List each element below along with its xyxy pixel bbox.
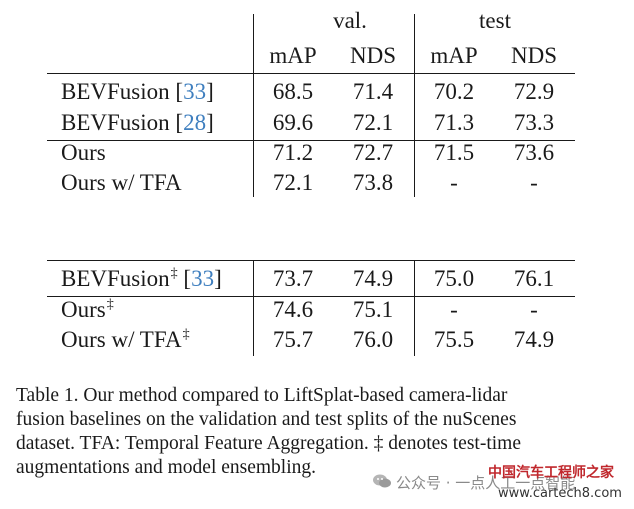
table2-vrule-1: [253, 260, 254, 356]
value-cell: 68.5: [272, 79, 314, 104]
value-cell: -: [450, 297, 458, 322]
method-name: Ours w/ TFA‡: [61, 327, 190, 352]
col-header-val-map: mAP: [269, 43, 317, 68]
col-header-test-map: mAP: [430, 43, 478, 68]
value-cell: 75.7: [272, 327, 314, 352]
value-cell: 74.9: [513, 327, 555, 352]
test-group-header: test: [479, 8, 511, 33]
value-cell: 74.6: [272, 297, 314, 322]
value-cell: 76.1: [513, 266, 555, 291]
value-cell: 72.9: [513, 79, 555, 104]
value-cell: 72.1: [352, 110, 394, 135]
val-group-header: val.: [333, 8, 367, 33]
value-cell: 73.3: [513, 110, 555, 135]
method-name: Ours‡: [61, 297, 114, 322]
value-cell: 74.9: [352, 266, 394, 291]
value-cell: 75.0: [433, 266, 475, 291]
table1-mid-rule: [47, 140, 575, 141]
value-cell: 73.8: [352, 170, 394, 195]
wechat-account-watermark: 公众号 · 一点人工一点智能: [396, 474, 576, 492]
table1-vrule-1: [253, 14, 254, 197]
value-cell: -: [530, 170, 538, 195]
url-watermark: www.cartech8.com: [498, 486, 622, 501]
value-cell: 75.5: [433, 327, 475, 352]
value-cell: 75.1: [352, 297, 394, 322]
method-name: BEVFusion [33]: [61, 79, 214, 104]
table2-top-rule: [47, 260, 575, 261]
method-name: Ours w/ TFA: [61, 170, 182, 195]
caption-line: Table 1. Our method compared to LiftSpla…: [16, 385, 508, 406]
value-cell: 76.0: [352, 327, 394, 352]
value-cell: 70.2: [433, 79, 475, 104]
caption-line: dataset. TFA: Temporal Feature Aggregati…: [16, 433, 521, 454]
value-cell: 72.7: [352, 140, 394, 165]
table2-mid-rule: [47, 296, 575, 297]
value-cell: 71.2: [272, 140, 314, 165]
caption-line: fusion baselines on the validation and t…: [16, 409, 517, 430]
value-cell: 73.7: [272, 266, 314, 291]
table1-vrule-2: [414, 14, 415, 197]
wechat-icon: [372, 473, 392, 489]
table1-top-rule: [47, 73, 575, 74]
brand-watermark: 中国汽车工程师之家: [488, 465, 614, 481]
value-cell: 69.6: [272, 110, 314, 135]
col-header-test-nds: NDS: [510, 43, 557, 68]
method-name: BEVFusion‡ [33]: [61, 266, 222, 291]
value-cell: 73.6: [513, 140, 555, 165]
value-cell: 72.1: [272, 170, 314, 195]
table2-vrule-2: [414, 260, 415, 356]
value-cell: 71.4: [352, 79, 394, 104]
method-name: Ours: [61, 140, 106, 165]
col-header-val-nds: NDS: [349, 43, 396, 68]
value-cell: 71.3: [433, 110, 475, 135]
method-name: BEVFusion [28]: [61, 110, 214, 135]
value-cell: -: [530, 297, 538, 322]
caption-line: augmentations and model ensembling.: [16, 457, 317, 478]
value-cell: -: [450, 170, 458, 195]
value-cell: 71.5: [433, 140, 475, 165]
